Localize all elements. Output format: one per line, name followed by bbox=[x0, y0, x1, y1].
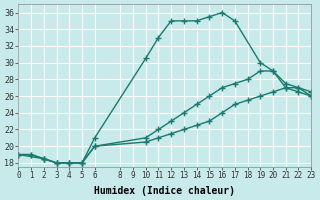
X-axis label: Humidex (Indice chaleur): Humidex (Indice chaleur) bbox=[94, 186, 235, 196]
